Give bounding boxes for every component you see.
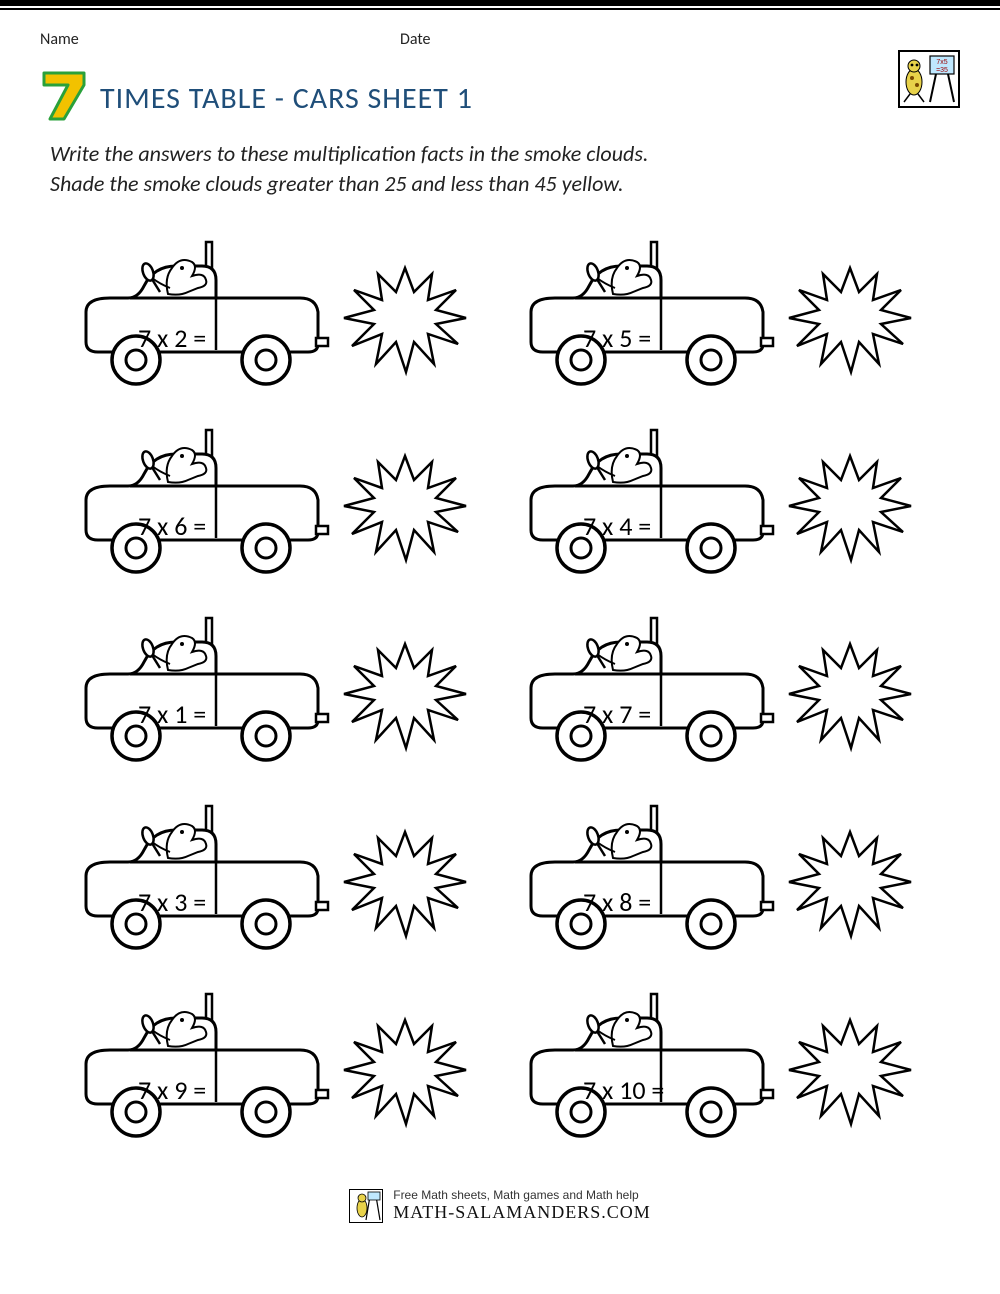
answer-cloud[interactable] bbox=[340, 1012, 470, 1132]
multiplication-fact: 7 x 8 = bbox=[583, 886, 651, 918]
answer-cloud[interactable] bbox=[785, 260, 915, 380]
problem-cell: 7 x 10 = bbox=[525, 980, 940, 1140]
instructions: Write the answers to these multiplicatio… bbox=[0, 139, 1000, 198]
answer-cloud[interactable] bbox=[340, 260, 470, 380]
footer-tagline: Free Math sheets, Math games and Math he… bbox=[393, 1188, 651, 1202]
car-icon: 7 x 5 = bbox=[525, 228, 775, 388]
multiplication-fact: 7 x 6 = bbox=[138, 510, 206, 542]
answer-cloud[interactable] bbox=[340, 636, 470, 756]
multiplication-fact: 7 x 10 = bbox=[583, 1074, 664, 1106]
footer-url: MATH-SALAMANDERS.COM bbox=[393, 1202, 651, 1223]
multiplication-fact: 7 x 4 = bbox=[583, 510, 651, 542]
multiplication-fact: 7 x 7 = bbox=[583, 698, 651, 730]
problem-cell: 7 x 5 = bbox=[525, 228, 940, 388]
instruction-line-1: Write the answers to these multiplicatio… bbox=[50, 139, 950, 169]
footer-logo-icon bbox=[349, 1189, 383, 1223]
problem-cell: 7 x 9 = bbox=[80, 980, 495, 1140]
problem-cell: 7 x 2 = bbox=[80, 228, 495, 388]
problem-cell: 7 x 8 = bbox=[525, 792, 940, 952]
problem-cell: 7 x 7 = bbox=[525, 604, 940, 764]
car-icon: 7 x 4 = bbox=[525, 416, 775, 576]
car-icon: 7 x 10 = bbox=[525, 980, 775, 1140]
multiplication-fact: 7 x 9 = bbox=[138, 1074, 206, 1106]
problem-cell: 7 x 1 = bbox=[80, 604, 495, 764]
car-icon: 7 x 9 = bbox=[80, 980, 330, 1140]
page-title: TIMES TABLE - CARS SHEET 1 bbox=[100, 80, 473, 123]
footer: Free Math sheets, Math games and Math he… bbox=[0, 1160, 1000, 1241]
date-label: Date bbox=[400, 30, 960, 49]
instruction-line-2: Shade the smoke clouds greater than 25 a… bbox=[50, 169, 950, 199]
car-icon: 7 x 6 = bbox=[80, 416, 330, 576]
problem-cell: 7 x 6 = bbox=[80, 416, 495, 576]
multiplication-fact: 7 x 2 = bbox=[138, 322, 206, 354]
name-label: Name bbox=[40, 30, 400, 49]
car-icon: 7 x 8 = bbox=[525, 792, 775, 952]
answer-cloud[interactable] bbox=[340, 448, 470, 568]
car-icon: 7 x 3 = bbox=[80, 792, 330, 952]
answer-cloud[interactable] bbox=[785, 448, 915, 568]
logo-sign-top: 7x5 bbox=[936, 59, 947, 66]
answer-cloud[interactable] bbox=[785, 636, 915, 756]
multiplication-fact: 7 x 5 = bbox=[583, 322, 651, 354]
multiplication-fact: 7 x 1 = bbox=[138, 698, 206, 730]
answer-cloud[interactable] bbox=[785, 824, 915, 944]
answer-cloud[interactable] bbox=[340, 824, 470, 944]
title-number-icon bbox=[40, 67, 90, 123]
problem-cell: 7 x 3 = bbox=[80, 792, 495, 952]
car-icon: 7 x 7 = bbox=[525, 604, 775, 764]
problem-cell: 7 x 4 = bbox=[525, 416, 940, 576]
answer-cloud[interactable] bbox=[785, 1012, 915, 1132]
car-icon: 7 x 1 = bbox=[80, 604, 330, 764]
car-icon: 7 x 2 = bbox=[80, 228, 330, 388]
multiplication-fact: 7 x 3 = bbox=[138, 886, 206, 918]
